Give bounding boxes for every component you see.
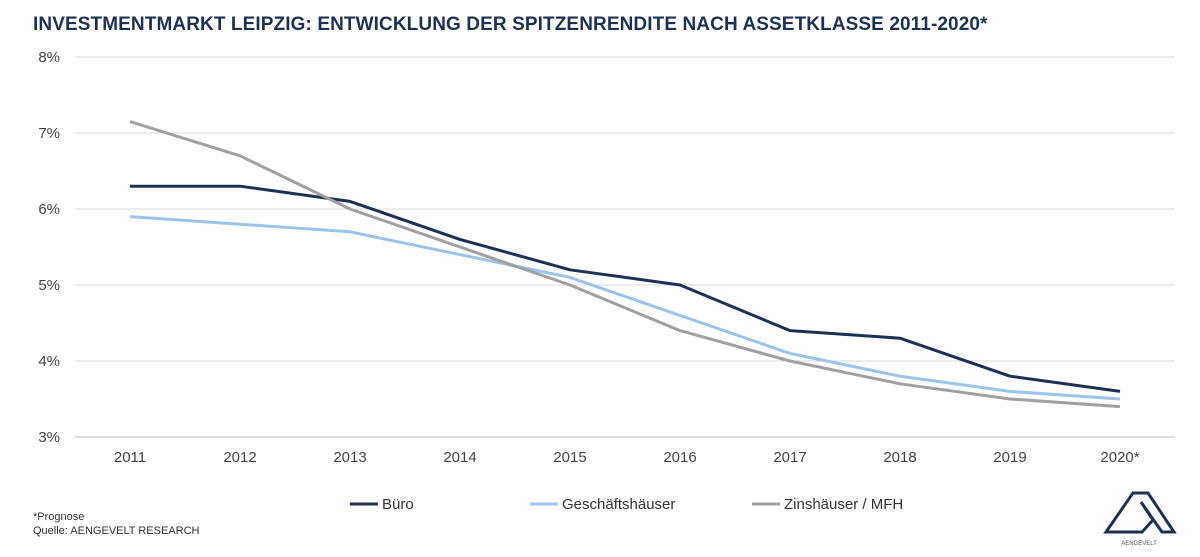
y-tick-label: 3% bbox=[38, 429, 60, 446]
series-line-2 bbox=[129, 120, 1121, 409]
logo-text: AENGEVELT bbox=[1121, 541, 1157, 547]
chart-title: INVESTMENTMARKT LEIPZIG: ENTWICKLUNG DER… bbox=[33, 14, 988, 35]
series-line-0 bbox=[130, 184, 1121, 393]
legend-label: Büro bbox=[382, 496, 414, 513]
x-tick-label: 2019 bbox=[993, 449, 1026, 466]
x-tick-label: 2013 bbox=[333, 449, 366, 466]
y-tick-label: 5% bbox=[38, 277, 60, 294]
x-tick-label: 2012 bbox=[223, 449, 256, 466]
x-tick-label: 2011 bbox=[114, 449, 146, 466]
x-tick-label: 2018 bbox=[883, 449, 916, 466]
x-tick-label: 2016 bbox=[663, 449, 696, 466]
x-tick-label: 2015 bbox=[553, 449, 586, 466]
x-tick-label: 2014 bbox=[443, 449, 476, 466]
source-note: Quelle: AENGEVELT RESEARCH bbox=[33, 525, 200, 537]
x-tick-label: 2017 bbox=[773, 449, 806, 466]
y-tick-label: 7% bbox=[38, 125, 60, 142]
y-tick-label: 8% bbox=[38, 49, 60, 66]
x-tick-label: 2020* bbox=[1100, 449, 1139, 466]
aengevelt-logo: AENGEVELT bbox=[1103, 491, 1177, 547]
y-tick-label: 6% bbox=[38, 201, 60, 218]
y-tick-label: 4% bbox=[38, 353, 60, 370]
series-line-1 bbox=[129, 215, 1121, 401]
legend-label: Zinshäuser / MFH bbox=[784, 496, 903, 513]
legend-label: Geschäftshäuser bbox=[562, 496, 675, 513]
footnote: *Prognose bbox=[33, 511, 85, 523]
